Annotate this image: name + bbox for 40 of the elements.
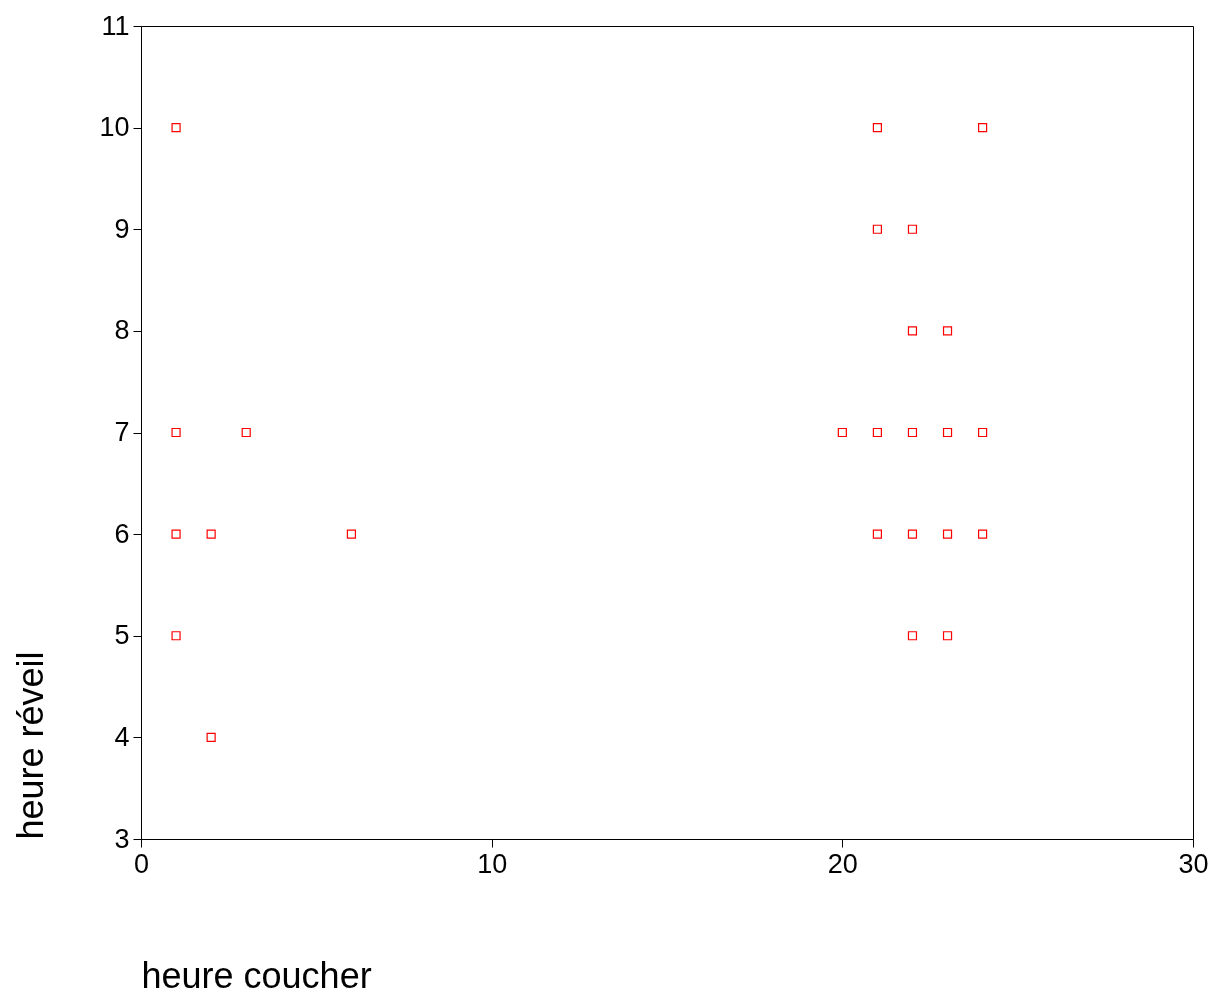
y-tick-label: 11 [101,10,130,41]
x-tick-label: 0 [133,848,150,879]
point [171,631,181,641]
x-tick-label: 10 [477,848,508,879]
y-tick-label: 4 [114,721,130,752]
point [346,529,356,539]
point [978,123,988,133]
point [872,123,882,133]
y-axis-title: heure réveil [10,651,52,840]
point [872,427,882,438]
y-tick-label: 6 [114,518,130,549]
point [171,427,181,438]
point [206,529,216,539]
y-tick-label: 5 [114,620,130,651]
point [206,732,216,742]
y-tick-label: 8 [114,315,130,346]
y-tick-label: 7 [114,417,130,447]
y-tick-label: 9 [114,213,130,244]
point [241,427,251,438]
point [872,224,882,234]
point [942,631,953,641]
y-tick-label: 10 [99,112,130,143]
point [978,529,988,539]
point [171,529,181,539]
point [942,529,953,539]
x-axis-title: heure coucher [141,954,372,996]
point [942,326,953,336]
x-tick-label: 20 [827,848,858,879]
point [872,529,882,539]
point [907,631,918,641]
point [907,427,918,438]
y-tick-label: 3 [114,823,130,854]
point [171,123,181,133]
x-tick-label: 30 [1178,848,1209,879]
point [978,427,988,438]
point [907,529,918,539]
point [907,224,918,234]
point [907,326,918,336]
point [837,427,847,438]
point [942,427,953,438]
